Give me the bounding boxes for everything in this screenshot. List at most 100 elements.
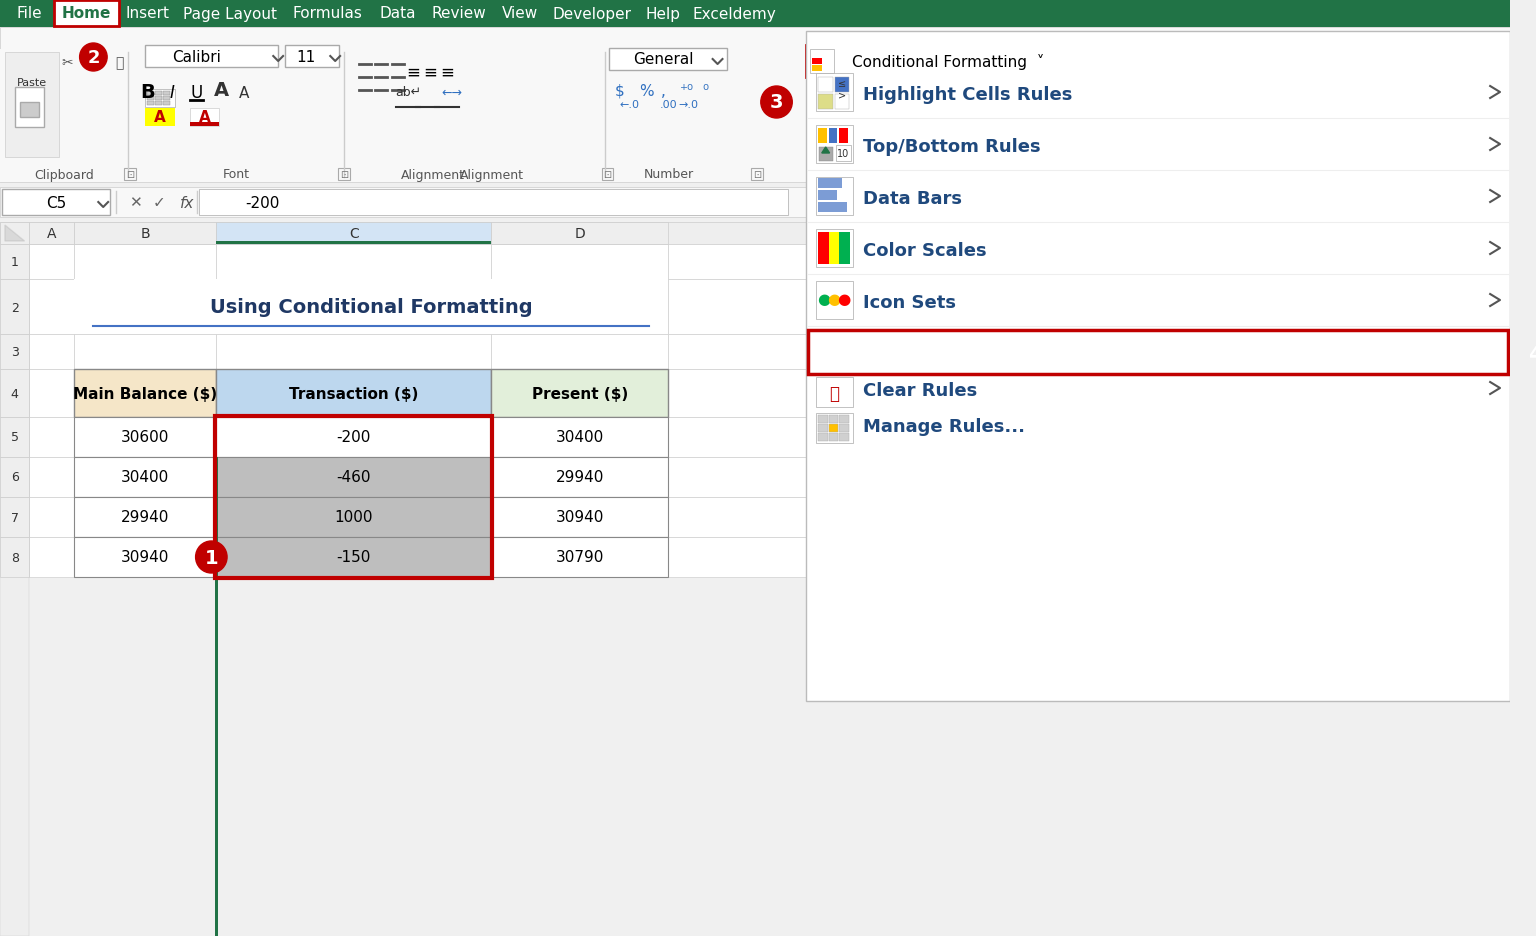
Text: Data: Data <box>379 7 416 22</box>
Bar <box>0 50 127 183</box>
Bar <box>817 191 837 201</box>
Bar <box>215 458 218 936</box>
Bar <box>492 497 668 537</box>
Text: Exceldemy: Exceldemy <box>693 7 776 22</box>
Polygon shape <box>822 148 829 154</box>
Bar <box>74 280 217 335</box>
Bar <box>816 74 852 112</box>
Text: Clear Rules: Clear Rules <box>863 382 977 400</box>
Bar <box>0 537 29 578</box>
Bar <box>817 203 848 212</box>
Text: 1: 1 <box>11 256 18 270</box>
Text: -200: -200 <box>246 196 280 211</box>
Bar <box>828 129 837 144</box>
Bar <box>817 425 828 432</box>
Text: Manage Rules...: Manage Rules... <box>863 417 1025 435</box>
Bar <box>198 190 788 216</box>
Bar <box>217 223 492 244</box>
Text: 30940: 30940 <box>121 550 169 565</box>
Bar <box>668 458 806 497</box>
Text: 2: 2 <box>11 301 18 314</box>
Bar <box>492 497 668 537</box>
Text: Paste: Paste <box>17 78 46 88</box>
Bar <box>828 425 839 432</box>
Bar <box>163 97 170 101</box>
Bar <box>217 537 492 578</box>
Bar <box>668 497 806 537</box>
Bar <box>29 458 74 497</box>
Bar <box>74 458 217 497</box>
Text: Top/Bottom Rules: Top/Bottom Rules <box>863 138 1041 155</box>
Text: ⊡: ⊡ <box>604 169 611 180</box>
Bar <box>0 244 29 280</box>
Bar <box>492 458 668 497</box>
Text: 7: 7 <box>11 511 18 524</box>
Bar <box>817 78 833 93</box>
Bar <box>668 280 806 335</box>
Bar <box>217 458 492 497</box>
Bar <box>668 244 806 280</box>
Text: ●: ● <box>826 292 840 307</box>
Bar <box>15 88 45 128</box>
Bar <box>217 417 492 458</box>
Bar <box>217 497 492 537</box>
Bar <box>74 244 217 280</box>
Circle shape <box>195 541 227 574</box>
Bar <box>147 97 154 101</box>
Bar <box>817 360 828 370</box>
Text: C5: C5 <box>46 196 66 211</box>
Bar <box>817 233 828 265</box>
Bar <box>806 46 1041 78</box>
Bar <box>808 330 1508 374</box>
Text: ≤
>: ≤ > <box>839 80 846 101</box>
Bar <box>29 537 74 578</box>
Text: File: File <box>17 7 43 22</box>
Text: 6: 6 <box>11 471 18 484</box>
Bar <box>668 417 806 458</box>
Text: ⊡: ⊡ <box>339 169 349 180</box>
Bar <box>492 335 668 370</box>
Text: A: A <box>238 85 249 100</box>
Text: Developer: Developer <box>553 7 631 22</box>
Bar <box>20 103 40 118</box>
Bar <box>492 370 668 417</box>
Text: ab↵: ab↵ <box>395 86 421 99</box>
Text: 30790: 30790 <box>556 550 604 565</box>
Text: ,: , <box>660 83 665 98</box>
Text: 10: 10 <box>837 149 849 159</box>
Bar <box>146 46 278 68</box>
Text: C: C <box>349 227 359 241</box>
Text: A: A <box>48 227 57 241</box>
Text: 11: 11 <box>296 50 315 65</box>
Bar <box>492 280 668 335</box>
Text: ≡: ≡ <box>424 64 438 82</box>
Circle shape <box>760 87 793 119</box>
Text: Using Conditional Formatting: Using Conditional Formatting <box>210 298 533 316</box>
Bar <box>74 417 217 458</box>
Text: ⎘: ⎘ <box>89 56 98 70</box>
Bar <box>217 280 492 335</box>
Text: ≡: ≡ <box>406 64 419 82</box>
Text: 4: 4 <box>1528 345 1536 364</box>
Text: Present ($): Present ($) <box>531 386 628 401</box>
Bar <box>668 537 806 578</box>
Text: 🖌: 🖌 <box>115 56 124 70</box>
Bar <box>834 95 849 110</box>
Bar <box>163 102 170 106</box>
Bar <box>217 241 492 244</box>
Bar <box>0 458 29 497</box>
Bar <box>840 433 849 442</box>
Bar <box>217 335 492 370</box>
Bar <box>828 341 839 350</box>
Bar <box>492 417 668 458</box>
Text: 29940: 29940 <box>556 470 604 485</box>
Text: B: B <box>140 227 151 241</box>
Text: ✓: ✓ <box>154 196 166 211</box>
Bar <box>74 370 217 417</box>
Text: 30940: 30940 <box>556 510 604 525</box>
Text: U: U <box>190 84 203 102</box>
Bar <box>492 223 668 244</box>
Text: ←.0: ←.0 <box>619 100 639 110</box>
Text: Insert: Insert <box>126 7 169 22</box>
Bar <box>840 360 849 370</box>
